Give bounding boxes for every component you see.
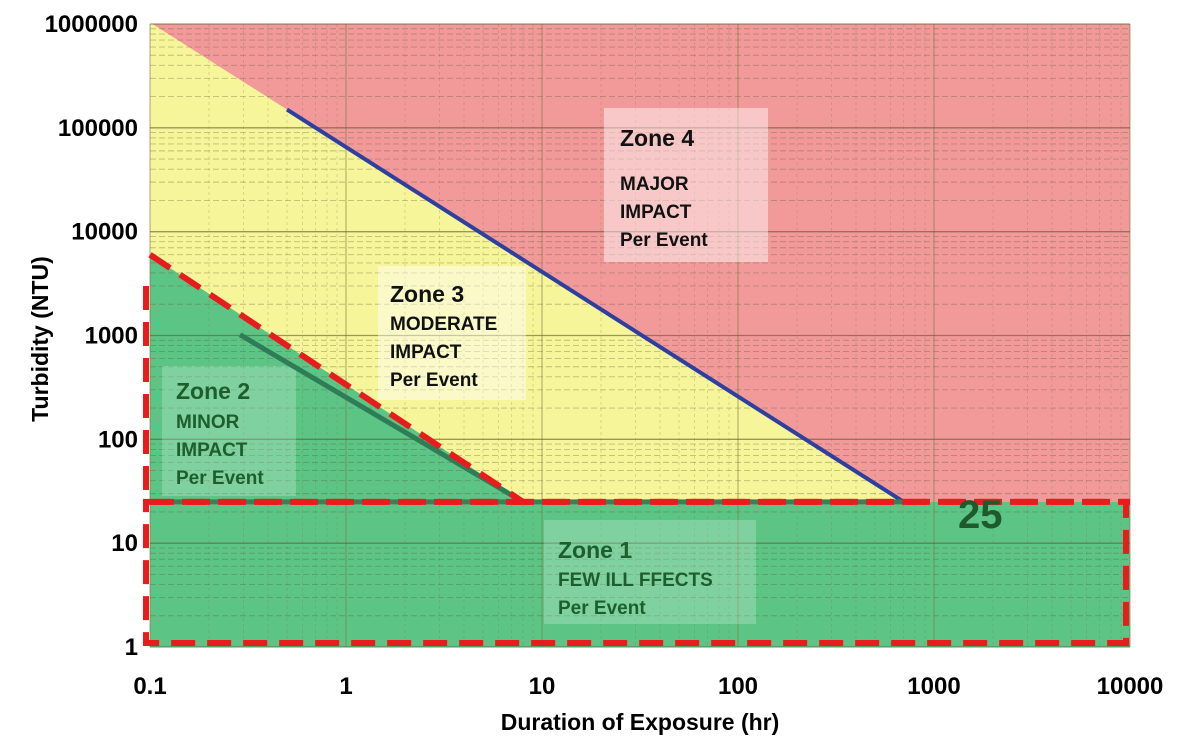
y-axis-ticks: 1 10 100 1000 10000 100000 1000000 — [45, 11, 138, 661]
zone-1-line-2: Per Event — [558, 598, 646, 619]
zone-1-line-1: FEW ILL FFECTS — [558, 570, 713, 591]
x-axis-ticks: 0.1 1 10 100 1000 10000 — [133, 673, 1163, 700]
zone-1-area — [150, 501, 1130, 647]
zone-2-line-1: MINOR — [176, 412, 240, 433]
x-tick-label: 10 — [529, 673, 556, 700]
zone-1-title: Zone 1 — [558, 537, 632, 563]
zone-3-4-boundary-line — [285, 107, 905, 504]
x-tick-label: 0.1 — [133, 673, 166, 700]
y-tick-label: 1000 — [85, 323, 138, 350]
y-tick-label: 10000 — [71, 219, 138, 246]
x-tick-label: 10000 — [1097, 673, 1164, 700]
y-tick-label: 10 — [111, 530, 138, 557]
zone-1-dashed-border — [143, 498, 1129, 646]
zone-4-title: Zone 4 — [620, 125, 694, 151]
zone-3-title: Zone 3 — [390, 281, 464, 307]
y-axis-title: Turbidity (NTU) — [27, 256, 53, 422]
zone-labels: Zone 4 MAJOR IMPACT Per Event Zone 3 MOD… — [162, 108, 768, 624]
zone-1-label: Zone 1 FEW ILL FFECTS Per Event — [544, 520, 756, 624]
y-tick-label: 100 — [98, 426, 138, 453]
y-tick-label: 100000 — [58, 115, 138, 142]
x-tick-label: 100 — [718, 673, 758, 700]
zone-3-line-1: MODERATE — [390, 314, 497, 335]
zone-2-3-boundary-shadow — [238, 332, 525, 504]
zone-3-label: Zone 3 MODERATE IMPACT Per Event — [378, 266, 526, 400]
x-tick-label: 1 — [339, 673, 352, 700]
zone-2-title: Zone 2 — [176, 378, 250, 404]
zone-2-line-2: IMPACT — [176, 440, 248, 461]
zone-2-3-boundary-line — [148, 252, 525, 505]
zone-2-label: Zone 2 MINOR IMPACT Per Event — [162, 366, 296, 496]
boundary-lines — [143, 107, 1130, 646]
y-tick-label: 1 — [125, 634, 138, 661]
zone-3-line-2: IMPACT — [390, 342, 462, 363]
zone-4-label: Zone 4 MAJOR IMPACT Per Event — [604, 108, 768, 262]
threshold-label: 25 — [958, 493, 1003, 537]
zone-3-line-3: Per Event — [390, 370, 478, 391]
zone-4-line-2: IMPACT — [620, 202, 692, 223]
x-tick-label: 1000 — [907, 673, 960, 700]
major-gridlines — [149, 23, 1131, 648]
zone-4-line-3: Per Event — [620, 230, 708, 251]
y-tick-label: 1000000 — [45, 11, 138, 38]
x-axis-title: Duration of Exposure (hr) — [501, 709, 780, 735]
zone-4-line-1: MAJOR — [620, 174, 689, 195]
zone-2-line-3: Per Event — [176, 468, 264, 489]
